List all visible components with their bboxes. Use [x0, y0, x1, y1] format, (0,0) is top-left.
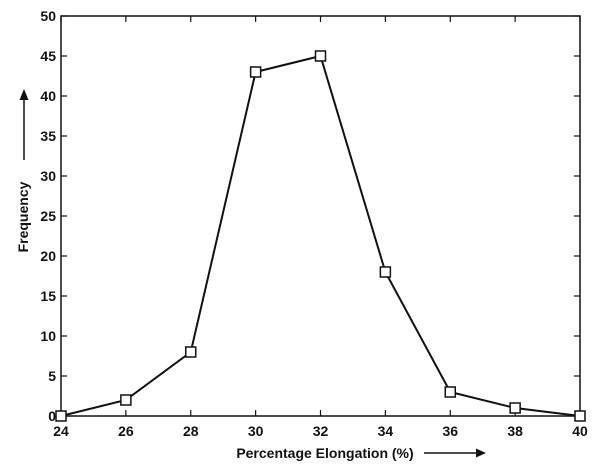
y-tick-label: 0 [48, 408, 56, 424]
data-point-marker [379, 266, 392, 278]
data-point-marker [185, 346, 197, 358]
plot-area-frame [60, 15, 581, 417]
data-point-marker [249, 66, 262, 78]
y-tick-label: 20 [40, 248, 56, 264]
y-tick-label: 30 [40, 168, 56, 184]
y-tick-label: 50 [40, 8, 56, 24]
x-tick-label: 36 [442, 423, 458, 439]
x-tick-label: 38 [507, 423, 523, 439]
data-point-marker [314, 50, 327, 62]
y-tick-label: 35 [40, 128, 56, 144]
x-tick-label: 28 [183, 423, 199, 439]
data-point-marker [574, 410, 586, 422]
data-point-marker [509, 402, 521, 414]
data-point-marker [120, 394, 132, 406]
y-tick-label: 5 [48, 368, 56, 384]
x-tick-label: 34 [378, 423, 394, 439]
x-tick-label: 32 [313, 423, 329, 439]
data-point-marker [55, 410, 67, 422]
y-tick-label: 45 [40, 48, 56, 64]
y-tick-label: 25 [40, 208, 56, 224]
y-tick-label: 15 [40, 288, 56, 304]
x-axis-arrow [424, 448, 486, 458]
x-tick-label: 26 [118, 423, 134, 439]
y-axis-arrow [19, 89, 29, 160]
x-axis-label: Percentage Elongation (%) [236, 445, 413, 461]
y-axis-label: Frequency [15, 181, 31, 252]
data-point-marker [444, 386, 456, 398]
y-tick-label: 40 [40, 88, 56, 104]
y-tick-label: 10 [40, 328, 56, 344]
series-line [60, 54, 581, 417]
x-tick-label: 30 [248, 423, 264, 439]
x-tick-label: 24 [53, 423, 69, 439]
x-tick-label: 40 [572, 423, 588, 439]
